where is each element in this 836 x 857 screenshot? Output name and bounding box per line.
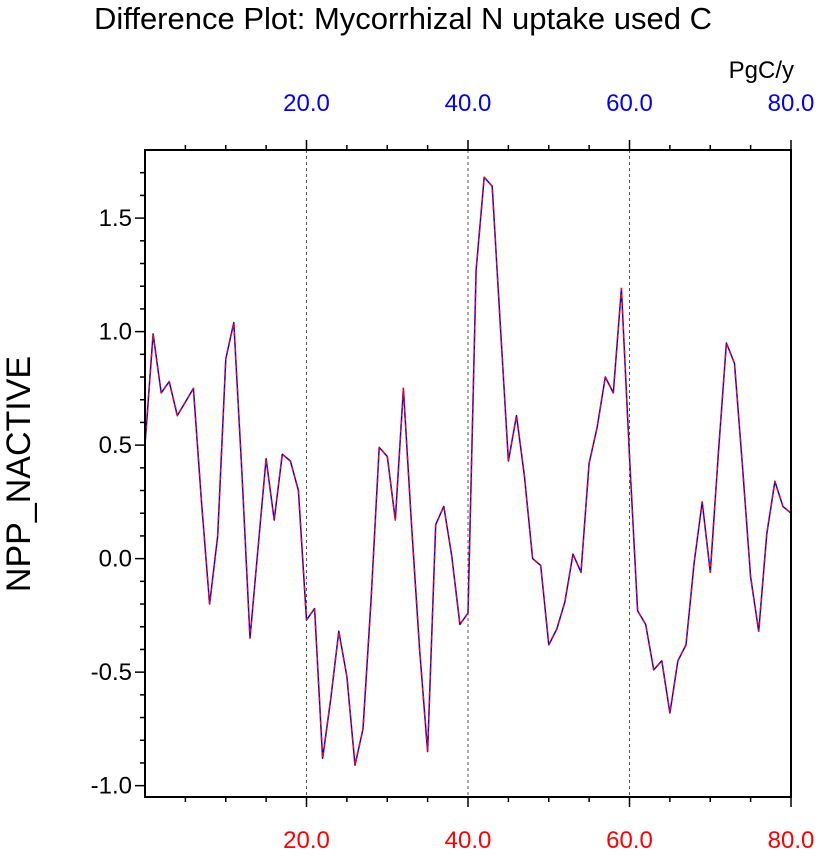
x-tick-label-bottom: 40.0 bbox=[445, 827, 492, 854]
y-tick-label: 1.0 bbox=[99, 319, 132, 346]
series-dashed-line bbox=[144, 176, 792, 766]
y-tick-labels: -1.0 -0.5 0.0 0.5 1.0 1.5 bbox=[91, 205, 132, 800]
y-axis-label: NPP_NACTIVE bbox=[0, 356, 38, 592]
x-tick-label-top: 60.0 bbox=[606, 90, 653, 117]
x-tick-label-bottom: 60.0 bbox=[606, 827, 653, 854]
tick-marks bbox=[135, 140, 792, 807]
x-tick-labels-top: 20.0 40.0 60.0 80.0 bbox=[283, 90, 814, 117]
y-tick-label: 0.5 bbox=[99, 432, 132, 459]
y-tick-label: 1.5 bbox=[99, 205, 132, 232]
x-tick-label-top: 20.0 bbox=[283, 90, 330, 117]
series-group bbox=[144, 176, 792, 766]
x-tick-labels-bottom: 20.0 40.0 60.0 80.0 bbox=[283, 827, 814, 854]
chart-title: Difference Plot: Mycorrhizal N uptake us… bbox=[94, 1, 712, 36]
x-tick-label-top: 80.0 bbox=[768, 90, 815, 117]
x-tick-label-bottom: 80.0 bbox=[768, 827, 815, 854]
grid-lines bbox=[306, 150, 630, 797]
top-axis-units: PgC/y bbox=[729, 57, 794, 84]
y-tick-label: 0.0 bbox=[99, 546, 132, 573]
y-tick-label: -1.0 bbox=[91, 773, 132, 800]
y-tick-label: -0.5 bbox=[91, 659, 132, 686]
x-tick-label-top: 40.0 bbox=[445, 90, 492, 117]
x-tick-label-bottom: 20.0 bbox=[283, 827, 330, 854]
